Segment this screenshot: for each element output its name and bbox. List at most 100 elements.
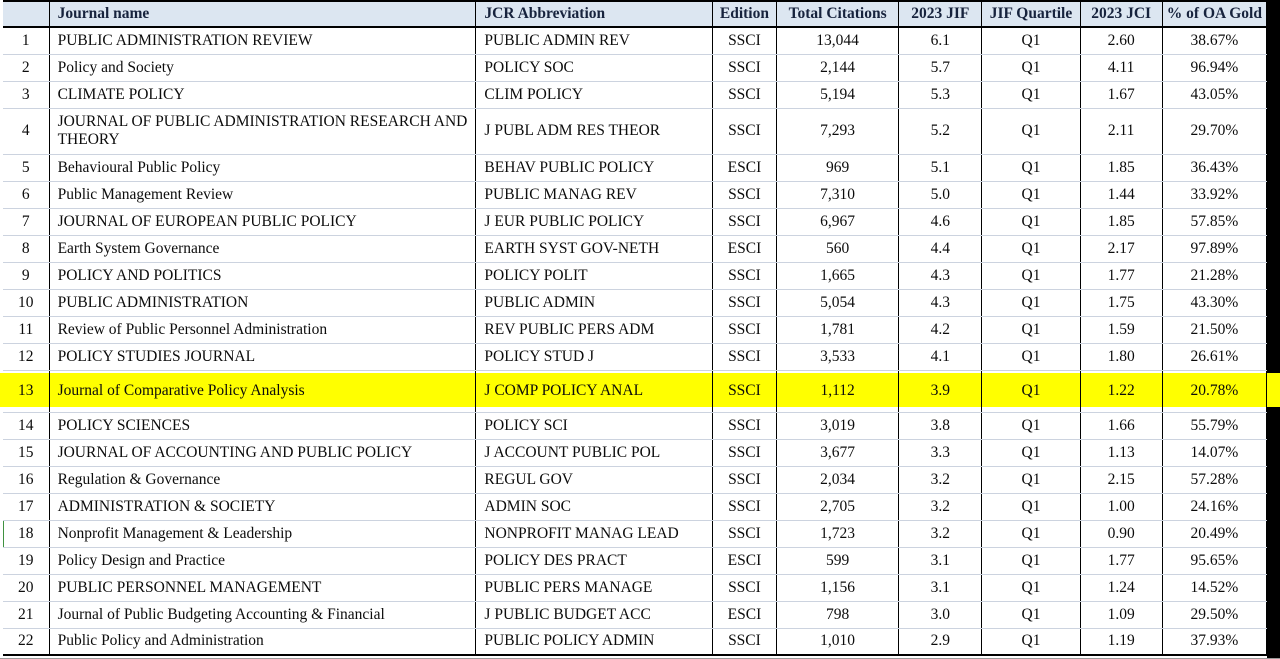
cell-edition: SSCI	[711, 466, 777, 494]
cell-edition: SSCI	[711, 27, 777, 55]
cell-abbrev: J COMP POLICY ANAL	[475, 370, 713, 413]
cell-oa: 29.50%	[1161, 601, 1268, 629]
cell-jif: 3.8	[898, 412, 982, 440]
cell-jif: 3.9	[898, 370, 982, 413]
cell-edition: SSCI	[711, 439, 777, 467]
cell-jci: 4.11	[1079, 54, 1163, 82]
column-header-citations: Total Citations	[775, 0, 899, 28]
cell-quartile: Q1	[981, 108, 1081, 155]
cell-jif: 3.3	[898, 439, 982, 467]
cell-jci: 1.77	[1079, 262, 1163, 290]
table-row: 16 Regulation & Governance REGUL GOV SSCI 2,…	[3, 466, 1268, 494]
table-row: 9 POLICY AND POLITICS POLICY POLIT SSCI 1,66…	[3, 262, 1268, 290]
table-body: 1 PUBLIC ADMINISTRATION REVIEW PUBLIC ADMI…	[3, 27, 1268, 656]
cell-quartile: Q1	[981, 27, 1081, 55]
cell-name: POLICY SCIENCES	[48, 412, 476, 440]
cell-quartile: Q1	[981, 235, 1081, 263]
cell-quartile: Q1	[981, 466, 1081, 494]
cell-quartile: Q1	[981, 316, 1081, 344]
cell-jci: 1.85	[1079, 154, 1163, 182]
cell-num: 1	[3, 27, 50, 55]
table-header: Journal name JCR Abbreviation Edition Total…	[3, 0, 1268, 28]
cell-citations: 1,010	[775, 628, 899, 656]
cell-quartile: Q1	[981, 181, 1081, 209]
cell-abbrev: POLICY DES PRACT	[475, 547, 713, 575]
cell-name: Journal of Comparative Policy Analysis	[48, 370, 476, 413]
cell-oa: 14.52%	[1161, 574, 1268, 602]
table-row: 2 Policy and Society POLICY SOC SSCI 2,144 5.…	[3, 54, 1268, 82]
cell-name: PUBLIC PERSONNEL MANAGEMENT	[48, 574, 476, 602]
cell-name: POLICY STUDIES JOURNAL	[48, 343, 476, 371]
cell-name: PUBLIC ADMINISTRATION REVIEW	[48, 27, 476, 55]
column-header-num	[3, 0, 50, 28]
cell-num: 6	[3, 181, 50, 209]
cell-jci: 1.75	[1079, 289, 1163, 317]
cell-jci: 1.09	[1079, 601, 1163, 629]
cell-num: 5	[3, 154, 50, 182]
cell-oa: 20.49%	[1161, 520, 1268, 548]
cell-edition: SSCI	[711, 81, 777, 109]
cell-oa: 97.89%	[1161, 235, 1268, 263]
cell-name: Regulation & Governance	[48, 466, 476, 494]
cell-abbrev: POLICY SOC	[475, 54, 713, 82]
table-row: 7 JOURNAL OF EUROPEAN PUBLIC POLICY J EUR …	[3, 208, 1268, 236]
cell-oa: 38.67%	[1161, 27, 1268, 55]
cell-abbrev: REGUL GOV	[475, 466, 713, 494]
cell-citations: 7,293	[775, 108, 899, 155]
cell-jci: 1.19	[1079, 628, 1163, 656]
journal-table: Journal name JCR Abbreviation Edition Total…	[3, 0, 1268, 656]
cell-quartile: Q1	[981, 81, 1081, 109]
cell-num: 18	[3, 520, 50, 548]
cell-name: JOURNAL OF ACCOUNTING AND PUBLIC POLICY	[48, 439, 476, 467]
cell-jci: 1.85	[1079, 208, 1163, 236]
cell-citations: 5,194	[775, 81, 899, 109]
cell-abbrev: REV PUBLIC PERS ADM	[475, 316, 713, 344]
cell-abbrev: J PUBLIC BUDGET ACC	[475, 601, 713, 629]
cell-name: JOURNAL OF EUROPEAN PUBLIC POLICY	[48, 208, 476, 236]
cell-jif: 3.1	[898, 547, 982, 575]
cell-quartile: Q1	[981, 208, 1081, 236]
table-row: 22 Public Policy and Administration PUBLIC…	[3, 628, 1268, 656]
cell-jif: 3.2	[898, 520, 982, 548]
cell-jci: 1.80	[1079, 343, 1163, 371]
cell-quartile: Q1	[981, 54, 1081, 82]
cell-jif: 5.1	[898, 154, 982, 182]
cell-abbrev: POLICY POLIT	[475, 262, 713, 290]
cell-abbrev: BEHAV PUBLIC POLICY	[475, 154, 713, 182]
cell-jif: 5.2	[898, 108, 982, 155]
table-row: 6 Public Management Review PUBLIC MANAG RE…	[3, 181, 1268, 209]
cell-citations: 13,044	[775, 27, 899, 55]
cell-num: 3	[3, 81, 50, 109]
cell-jif: 4.1	[898, 343, 982, 371]
cell-oa: 20.78%	[1161, 370, 1268, 413]
column-header-abbrev: JCR Abbreviation	[475, 0, 713, 28]
cell-edition: SSCI	[711, 54, 777, 82]
cell-quartile: Q1	[981, 601, 1081, 629]
cell-jci: 1.24	[1079, 574, 1163, 602]
cell-abbrev: PUBLIC ADMIN REV	[475, 27, 713, 55]
cell-name: Journal of Public Budgeting Accounting &…	[48, 601, 476, 629]
cell-name: Policy and Society	[48, 54, 476, 82]
cell-edition: SSCI	[711, 181, 777, 209]
cell-num: 8	[3, 235, 50, 263]
cell-jif: 2.9	[898, 628, 982, 656]
column-header-name: Journal name	[48, 0, 476, 28]
cell-edition: ESCI	[711, 154, 777, 182]
table-row: 1 PUBLIC ADMINISTRATION REVIEW PUBLIC ADMI…	[3, 27, 1268, 55]
cell-edition: SSCI	[711, 343, 777, 371]
cell-quartile: Q1	[981, 574, 1081, 602]
column-header-edition: Edition	[711, 0, 777, 28]
table-row: 5 Behavioural Public Policy BEHAV PUBLIC P…	[3, 154, 1268, 182]
cell-name: ADMINISTRATION & SOCIETY	[48, 493, 476, 521]
cell-num: 12	[3, 343, 50, 371]
cell-oa: 36.43%	[1161, 154, 1268, 182]
cell-jif: 4.3	[898, 289, 982, 317]
cell-edition: SSCI	[711, 628, 777, 656]
cell-quartile: Q1	[981, 493, 1081, 521]
cell-quartile: Q1	[981, 547, 1081, 575]
cell-num: 21	[3, 601, 50, 629]
cell-quartile: Q1	[981, 412, 1081, 440]
cell-oa: 57.85%	[1161, 208, 1268, 236]
cell-jci: 1.44	[1079, 181, 1163, 209]
cell-num: 15	[3, 439, 50, 467]
